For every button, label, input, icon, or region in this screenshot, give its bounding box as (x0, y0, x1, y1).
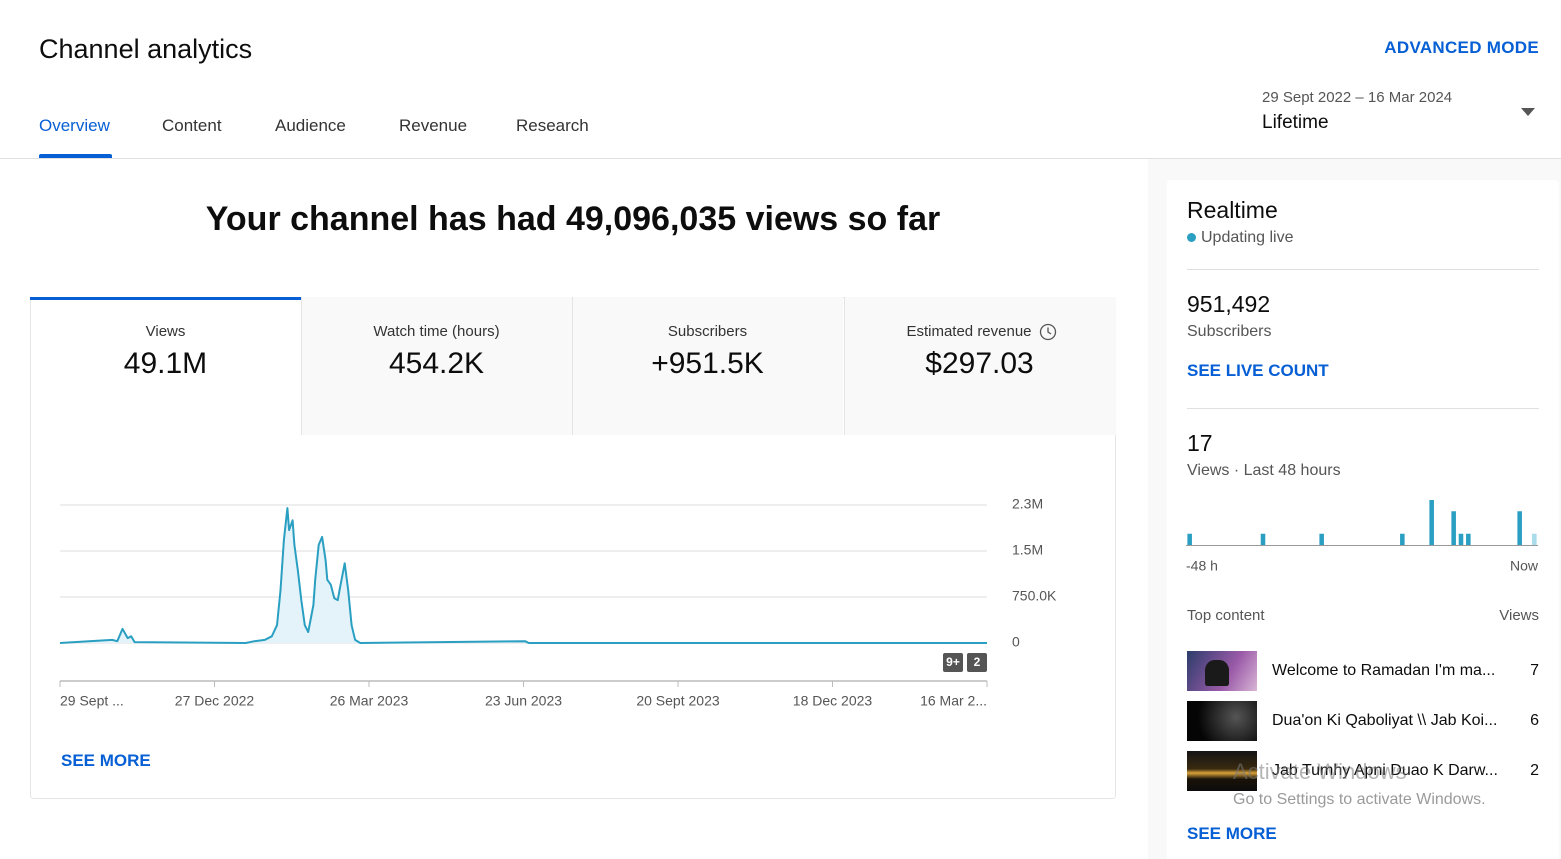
x-tick-label: 16 Mar 2... (920, 693, 987, 709)
subscriber-count: 951,492 (1187, 291, 1271, 317)
tab[interactable]: Overview (39, 116, 110, 135)
metric-value: 454.2K (388, 347, 485, 380)
bar (1466, 533, 1471, 545)
metric-label: Subscribers (667, 323, 748, 340)
y-tick-label: 2.3M (1012, 496, 1043, 512)
badge[interactable] (967, 653, 987, 672)
see-more[interactable]: SEE MORE (61, 751, 151, 770)
metric-tab[interactable] (301, 297, 572, 435)
page-title: Channel analytics (39, 34, 253, 64)
views-column: Views (1499, 607, 1539, 624)
metric-tab[interactable] (844, 297, 1116, 435)
metric-label: Estimated revenue (906, 323, 1032, 340)
bar (1187, 533, 1192, 545)
content-views: 7 (1530, 662, 1539, 679)
tab[interactable]: Revenue (399, 116, 468, 135)
realtime-views: 17 (1187, 430, 1213, 456)
tab[interactable]: Content (162, 116, 222, 135)
tab-indicator (39, 154, 112, 158)
badge-text: 9+ (946, 655, 960, 669)
clock-icon[interactable] (1039, 323, 1057, 341)
metric-label: Views (145, 323, 186, 340)
divider (0, 158, 1561, 159)
metric-value: 49.1M (123, 347, 208, 380)
badge-text: 2 (974, 655, 981, 669)
thumbnail[interactable] (1187, 701, 1257, 741)
x-tick-label: 20 Sept 2023 (636, 693, 720, 709)
bar (1260, 533, 1266, 545)
headline: Your channel has had 49,096,035 views so… (205, 200, 941, 238)
y-tick-label: 750.0K (1012, 588, 1057, 604)
watermark-text: Go to Settings to activate Windows. (1233, 791, 1486, 808)
metric-value: +951.5K (651, 347, 764, 380)
x-tick-label: 27 Dec 2022 (175, 693, 255, 709)
content-views: 6 (1530, 712, 1539, 729)
x-tick-label: 26 Mar 2023 (330, 693, 409, 709)
see-live-count[interactable]: SEE LIVE COUNT (1187, 361, 1329, 380)
y-tick-label: 0 (1012, 634, 1020, 650)
area (60, 508, 987, 643)
divider (1187, 408, 1539, 409)
metric-tab[interactable] (572, 297, 843, 435)
content-title[interactable]: Dua'on Ki Qaboliyat \\ Jab Koi... (1272, 712, 1498, 729)
x-tick-label: Now (1510, 558, 1539, 574)
badge[interactable] (943, 653, 963, 672)
line (59, 507, 987, 644)
dropdown-arrow[interactable] (1520, 107, 1536, 117)
thumbnail[interactable] (1187, 751, 1257, 791)
metric-value: $297.03 (925, 347, 1034, 380)
realtime-views-label: Views · Last 48 hours (1187, 462, 1341, 479)
thumbnail-figure (1205, 660, 1229, 686)
tab[interactable]: Audience (275, 116, 346, 135)
x-tick-label: 29 Sept ... (60, 693, 124, 709)
metric-label: Watch time (hours) (373, 323, 500, 340)
date-range[interactable]: 29 Sept 2022 – 16 Mar 2024 (1262, 89, 1453, 106)
tab[interactable]: Research (516, 116, 589, 135)
realtime-title: Realtime (1187, 197, 1278, 223)
views-chart: 9+ 2 0 750.0K 1.5M 2.3M 29 Sept ... 27 Dec 20… (59, 496, 1057, 709)
x-tick-label: -48 h (1186, 558, 1218, 574)
realtime-status: Updating live (1201, 229, 1294, 246)
realtime-card (1167, 180, 1559, 859)
period[interactable]: Lifetime (1262, 112, 1329, 133)
bar (1400, 533, 1405, 545)
subscriber-label: Subscribers (1187, 323, 1272, 340)
x-tick-label: 18 Dec 2023 (793, 693, 873, 709)
advanced-mode[interactable]: ADVANCED MODE (1384, 38, 1539, 57)
bar (1429, 500, 1434, 545)
metric-selected (30, 297, 301, 300)
live-dot (1187, 233, 1196, 242)
watermark-title: Activate Windows (1233, 759, 1407, 784)
content-title[interactable]: Welcome to Ramadan I'm ma... (1272, 662, 1496, 679)
content-views: 2 (1530, 762, 1539, 779)
bar (1458, 533, 1464, 545)
bar (1319, 533, 1324, 545)
bar (1517, 511, 1522, 545)
realtime-chart: -48 h Now (1186, 500, 1539, 574)
content-title[interactable]: Jab Tumhy Apni Duao K Darw... (1272, 762, 1498, 779)
see-more[interactable]: SEE MORE (1187, 824, 1277, 843)
top-content-label: Top content (1187, 607, 1265, 624)
bar (1532, 533, 1537, 545)
bar (1451, 511, 1456, 545)
x-tick-label: 23 Jun 2023 (485, 693, 562, 709)
divider (1187, 269, 1539, 270)
y-tick-label: 1.5M (1012, 542, 1043, 558)
